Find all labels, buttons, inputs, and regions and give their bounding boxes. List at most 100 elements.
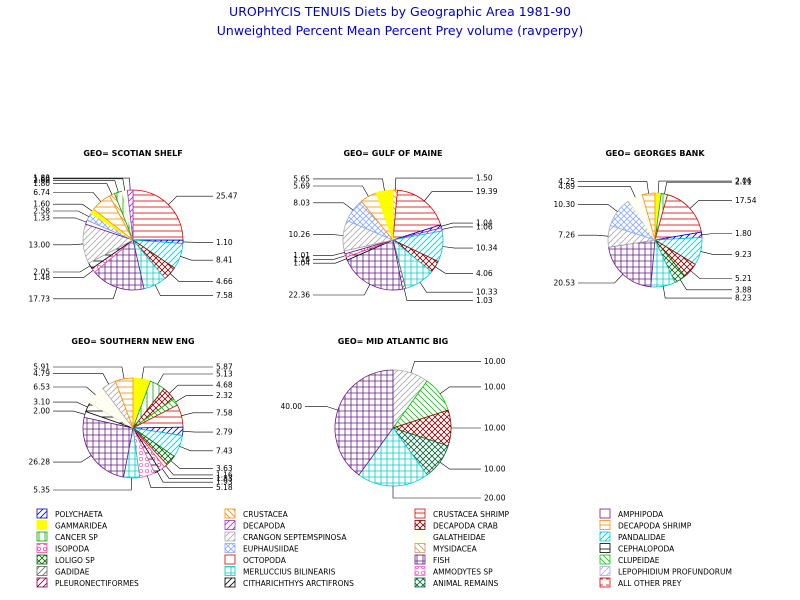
legend-item-crustacea-shrimp: CRUSTACEA SHRIMP bbox=[414, 508, 509, 519]
legend-swatch bbox=[36, 531, 48, 542]
slice-value-label: 5.18 bbox=[216, 483, 233, 492]
pie-title: GEO= SOUTHERN NEW ENG bbox=[71, 337, 194, 346]
legend-label: CITHARICHTHYS ARCTIFRONS bbox=[243, 579, 354, 588]
slice-value-label: 17.73 bbox=[29, 294, 51, 303]
leader-line bbox=[410, 361, 481, 373]
leader-line bbox=[53, 410, 85, 415]
leader-line bbox=[313, 284, 371, 296]
legend-item-euphausiidae: EUPHAUSIIDAE bbox=[224, 543, 299, 554]
chart-title: UROPHYCIS TENUIS Diets by Geographic Are… bbox=[229, 4, 571, 19]
slice-value-label: 4.66 bbox=[216, 277, 233, 286]
pie-geo-gulf-of-maine: GEO= GULF OF MAINE1.5019.391.041.0610.34… bbox=[289, 149, 498, 305]
leader-line bbox=[53, 183, 113, 195]
legend-swatch bbox=[224, 520, 236, 530]
leader-line bbox=[313, 255, 346, 260]
slice-value-label: 7.58 bbox=[216, 291, 233, 300]
slice-value-label: 5.35 bbox=[33, 485, 50, 494]
leader-line bbox=[313, 178, 385, 191]
legend-label: GAMMARIDEA bbox=[55, 522, 108, 531]
legend-swatch bbox=[599, 543, 611, 553]
pie-slice-merluccius-bilinearis bbox=[358, 427, 428, 487]
leader-line bbox=[53, 287, 118, 300]
leader-line bbox=[53, 373, 110, 385]
leader-line bbox=[154, 284, 213, 296]
legend-item-amphipoda: AMPHIPODA bbox=[599, 508, 664, 519]
pie-title: GEO= GULF OF MAINE bbox=[343, 149, 442, 158]
leader-line bbox=[305, 406, 338, 411]
legend-swatch bbox=[599, 554, 611, 565]
slice-value-label: 26.28 bbox=[29, 458, 51, 467]
legend-item-decapoda: DECAPODA bbox=[224, 520, 286, 531]
leader-line bbox=[701, 233, 732, 236]
legend-label: FISH bbox=[433, 556, 450, 565]
legend-label: CLUPEIDAE bbox=[618, 556, 660, 565]
leader-line bbox=[169, 273, 213, 282]
leader-line bbox=[53, 178, 126, 191]
leader-line bbox=[441, 226, 473, 230]
slice-value-label: 4.68 bbox=[216, 381, 233, 390]
slice-value-label: 1.48 bbox=[33, 273, 50, 282]
legend-item-polychaeta: POLYCHAETA bbox=[36, 508, 104, 519]
leader-line bbox=[313, 185, 369, 197]
legend-label: EUPHAUSIIDAE bbox=[243, 545, 299, 554]
legend-label: MERLUCCIUS BILINEARIS bbox=[243, 568, 336, 577]
legend-item-isopoda: ISOPODA bbox=[36, 543, 90, 554]
legend-item-decapoda-shrimp: DECAPODA SHRIMP bbox=[599, 520, 692, 531]
slice-value-label: 4.06 bbox=[476, 269, 493, 278]
slice-value-label: 1.60 bbox=[33, 200, 50, 209]
legend-swatch bbox=[414, 508, 426, 519]
leader-line bbox=[168, 195, 213, 205]
pie-slice-fish bbox=[608, 239, 656, 288]
leader-line bbox=[578, 274, 624, 284]
legend-label: CRANGON SEPTEMSPINOSA bbox=[243, 533, 347, 542]
legend-swatch bbox=[36, 566, 48, 576]
leader-line bbox=[161, 468, 213, 479]
legend-label: OCTOPODA bbox=[243, 556, 287, 565]
legend-swatch bbox=[414, 543, 426, 553]
leader-line bbox=[181, 412, 213, 416]
slice-value-label: 7.58 bbox=[216, 408, 233, 417]
leader-line bbox=[53, 180, 119, 193]
slice-value-label: 2.00 bbox=[33, 407, 50, 416]
slice-value-label: 1.50 bbox=[476, 174, 493, 183]
leader-line bbox=[170, 460, 213, 469]
slice-value-label: 1.16 bbox=[293, 255, 310, 264]
slice-value-label: 2.32 bbox=[216, 391, 233, 400]
legend-item-decapoda-crab: DECAPODA CRAB bbox=[414, 520, 498, 531]
legend-item-cancer-sp: CANCER SP bbox=[36, 531, 98, 542]
slice-value-label: 1.33 bbox=[33, 213, 50, 222]
legend-swatch bbox=[36, 543, 48, 553]
pie-slice-crustacea-shrimp bbox=[654, 194, 702, 241]
pie-geo-georges-bank: GEO= GEORGES BANK 2.062.11 17.54 1.80 9.23 5.… bbox=[554, 149, 757, 303]
slice-value-label: 2.06 bbox=[735, 177, 752, 186]
leader-line bbox=[53, 265, 91, 273]
slice-value-label: 10.33 bbox=[476, 288, 498, 297]
pie-slice-fish bbox=[334, 369, 394, 476]
pie-slice-crustacea-shrimp bbox=[392, 189, 442, 241]
slice-value-label: 1.01 bbox=[293, 251, 310, 260]
slice-value-label: 5.69 bbox=[293, 181, 310, 190]
slice-value-label: 1.93 bbox=[216, 478, 233, 487]
slice-value-label: 1.83 bbox=[216, 474, 233, 483]
legend-item-ammodytes-sp: AMMODYTES SP bbox=[414, 566, 493, 577]
leader-line bbox=[578, 234, 609, 237]
slice-value-label: 40.00 bbox=[281, 402, 303, 411]
leader-line bbox=[165, 465, 213, 476]
slice-value-label: 3.10 bbox=[33, 398, 50, 407]
legend-item-mysidacea: MYSIDACEA bbox=[414, 543, 478, 554]
leader-line bbox=[141, 366, 213, 379]
legend-swatch bbox=[224, 531, 236, 542]
legend-label: ALL OTHER PREY bbox=[618, 579, 682, 588]
leader-line bbox=[53, 203, 93, 212]
legend-label: CRUSTACEA bbox=[243, 510, 289, 519]
slice-value-label: 5.21 bbox=[735, 274, 752, 283]
legend-swatch bbox=[599, 520, 611, 530]
slice-value-label: 3.88 bbox=[735, 285, 752, 294]
legend-label: DECAPODA bbox=[243, 522, 286, 531]
pie-geo-mid-atlantic-big: GEO= MID ATLANTIC BIG 10.00 10.00 10.00 10.0… bbox=[281, 337, 506, 503]
slice-value-label: 1.10 bbox=[216, 238, 233, 247]
legend-item-animal-remains: ANIMAL REMAINS bbox=[414, 577, 498, 588]
leader-line bbox=[53, 455, 92, 463]
leader-line bbox=[439, 386, 481, 395]
